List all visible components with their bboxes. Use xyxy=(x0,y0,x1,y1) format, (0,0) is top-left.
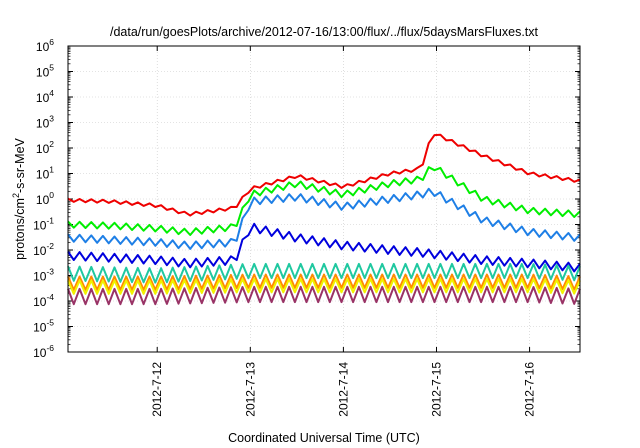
y-tick-exponent: 0 xyxy=(49,190,54,200)
series-line xyxy=(67,285,581,306)
x-tick-label: 2012-7-12 xyxy=(150,362,164,417)
y-tick-exponent: -5 xyxy=(46,318,54,328)
y-tick-label: 10-1 xyxy=(33,216,54,233)
y-tick-exponent: 3 xyxy=(49,114,54,124)
y-tick-exponent: 5 xyxy=(49,63,54,73)
y-tick-exponent: -6 xyxy=(46,343,54,353)
y-tick-exponent: -2 xyxy=(46,241,54,251)
y-tick-exponent: -1 xyxy=(46,216,54,226)
x-tick-label: 2012-7-14 xyxy=(336,362,350,417)
y-tick-exponent: 1 xyxy=(49,165,54,175)
series-line xyxy=(67,166,581,236)
y-tick-label: 10-2 xyxy=(33,241,54,258)
series-line xyxy=(67,133,581,217)
y-axis-label: protons/cm2-s-sr-MeV xyxy=(11,137,27,259)
x-tick-label: 2012-7-13 xyxy=(243,362,257,417)
y-tick-exponent: 4 xyxy=(49,88,54,98)
series-line xyxy=(67,222,581,273)
y-tick-label: 10-6 xyxy=(33,343,54,360)
chart-title: /data/run/goesPlots/archive/2012-07-16/1… xyxy=(110,25,539,39)
x-tick-label: 2012-7-16 xyxy=(523,362,537,417)
x-axis-label: Coordinated Universal Time (UTC) xyxy=(228,431,420,445)
y-tick-labels: 10-610-510-410-310-210-11001011021031041… xyxy=(33,37,54,360)
plot-frame xyxy=(67,45,581,353)
y-tick-label: 10-3 xyxy=(33,267,54,284)
y-axis-label-superscript: 2 xyxy=(11,193,21,198)
y-axis-label-main: protons/cm xyxy=(13,198,27,260)
y-tick-exponent: -3 xyxy=(46,267,54,277)
series-line xyxy=(67,273,581,291)
y-tick-exponent: -4 xyxy=(46,292,54,302)
y-tick-exponent: 6 xyxy=(49,37,54,47)
series-line xyxy=(67,187,581,250)
y-tick-label: 105 xyxy=(36,63,54,80)
y-tick-label: 104 xyxy=(36,88,54,105)
y-tick-exponent: 2 xyxy=(49,139,54,149)
y-tick-label: 10-4 xyxy=(33,292,54,309)
series-layer xyxy=(67,133,581,306)
y-tick-label: 103 xyxy=(36,114,54,131)
y-axis-label-rest: -s-sr-MeV xyxy=(13,137,27,193)
y-tick-label: 100 xyxy=(36,190,54,207)
x-tick-labels: 2012-7-12 2012-7-13 2012-7-14 2012-7-15 2012… xyxy=(150,362,536,417)
y-tick-label: 10-5 xyxy=(33,318,54,335)
y-tick-label: 106 xyxy=(36,37,54,54)
y-tick-label: 101 xyxy=(36,165,54,182)
y-tick-label: 102 xyxy=(36,139,54,156)
x-tick-label: 2012-7-15 xyxy=(429,362,443,417)
series-line xyxy=(67,278,581,295)
series-line xyxy=(67,262,581,284)
